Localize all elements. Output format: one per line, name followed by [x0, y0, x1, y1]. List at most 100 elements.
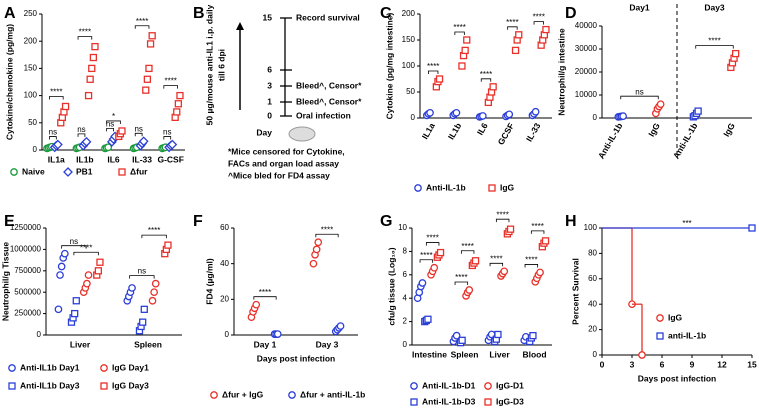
data-point [88, 64, 96, 73]
significance-label: **** [496, 210, 508, 219]
significance-bracket [480, 78, 492, 82]
significance-label: ns [106, 120, 114, 129]
event-label: Oral infection [296, 110, 351, 120]
y-tick-label: 100 [584, 223, 598, 232]
data-point [174, 100, 183, 108]
x-tick-label: IL1b [446, 121, 463, 141]
significance-bracket [134, 132, 143, 137]
data-point [91, 42, 99, 51]
y-tick-label: 100 [402, 61, 416, 70]
panel-label: A [4, 5, 16, 22]
legend-label: IgG [668, 312, 683, 322]
significance-bracket [530, 230, 545, 234]
y-tick-label: 1000000 [10, 245, 42, 254]
data-point [418, 279, 427, 287]
data-point [128, 284, 136, 292]
legend-marker [656, 332, 664, 340]
data-point [471, 257, 480, 265]
significance-bracket [106, 120, 121, 124]
event-label: Bleed^, Censor* [296, 96, 362, 106]
data-point [542, 25, 550, 34]
day-axis-label: Day [256, 127, 272, 137]
y-tick-label: 40000 [575, 21, 598, 30]
x-tick-label: IL6 [107, 154, 120, 164]
data-point [506, 225, 515, 233]
legend-label: IgG Day3 [112, 380, 149, 390]
data-point [148, 32, 156, 40]
x-tick-label: Blood [522, 349, 546, 359]
data-point [458, 62, 466, 70]
legend-marker [484, 382, 492, 390]
data-point [309, 259, 318, 268]
note: *Mice censored for Cytokine, [228, 146, 345, 156]
data-point [529, 331, 537, 340]
x-tick-label: IgG [646, 121, 662, 139]
legend-marker [8, 382, 16, 390]
y-axis-label: cfu/g tissue (Log₁₀) [386, 247, 396, 325]
day-label: 1 [267, 96, 272, 106]
legend-label: anti-IL-1b [668, 330, 706, 340]
significance-bracket [428, 70, 439, 74]
significance-bracket [695, 45, 734, 49]
legend-marker [10, 168, 18, 176]
x-tick-label: IL1b [76, 154, 93, 164]
significance-bracket [620, 95, 659, 100]
data-point [52, 139, 63, 150]
legend-marker [100, 382, 108, 390]
legend-marker [100, 364, 108, 372]
significance-label: *** [682, 219, 691, 228]
data-point [143, 75, 152, 83]
treatment-label: till 6 dpi [216, 49, 226, 81]
survival-point [748, 224, 756, 232]
legend-label: Δfur + anti-IL-1b [300, 389, 365, 399]
y-tick-label: 8 [403, 247, 408, 256]
x-tick-label: Intestine [412, 349, 447, 359]
significance-bracket [253, 296, 277, 300]
x-tick-label: Day 1 [254, 339, 277, 349]
data-point [500, 267, 509, 276]
significance-bracket [49, 96, 64, 100]
y-tick-label: 20 [588, 325, 597, 334]
x-tick-label: Liver [70, 339, 91, 349]
significance-label: **** [50, 88, 62, 97]
x-tick-label: Anti-IL-1b [671, 121, 699, 160]
data-point [176, 91, 184, 100]
significance-label: **** [453, 23, 465, 32]
significance-bracket [163, 85, 178, 89]
data-point [461, 46, 469, 55]
event-label: Bleed^, Censor* [296, 80, 362, 90]
y-tick-label: 1250000 [10, 223, 42, 232]
significance-label: **** [259, 288, 271, 297]
data-point [314, 238, 323, 247]
y-axis-label: Cytokine/chemokine (pg/mg) [4, 24, 14, 140]
significance-bracket [129, 275, 155, 279]
y-axis-label: Neutrophil/g intestine [556, 28, 566, 116]
significance-label: **** [461, 242, 473, 251]
data-point [465, 286, 474, 294]
significance-label: **** [420, 251, 432, 260]
group-header: Day3 [704, 2, 725, 12]
legend-marker [488, 184, 496, 192]
y-tick-label: 0 [411, 113, 416, 122]
data-point [84, 91, 93, 100]
significance-label: **** [506, 18, 518, 27]
data-point [430, 263, 439, 272]
data-point [273, 330, 282, 338]
significance-bracket [533, 21, 544, 25]
x-tick-label: Spleen [134, 339, 162, 349]
y-tick-label: 150 [24, 64, 38, 73]
legend-label: Δfur + IgG [222, 389, 264, 399]
legend-label: Naive [22, 166, 45, 176]
data-point [515, 31, 523, 39]
data-point [142, 86, 150, 94]
significance-bracket [454, 281, 469, 286]
data-point [656, 100, 665, 109]
x-tick-label: Anti-IL-1b [596, 121, 624, 160]
y-axis-label: Cytokine (pg/mg intestine) [384, 12, 394, 119]
legend-marker [210, 391, 218, 399]
data-point [94, 267, 103, 275]
data-point [164, 241, 172, 249]
significance-label: ns [49, 128, 57, 137]
legend-marker [118, 168, 126, 176]
legend-label: IgG-D3 [496, 396, 524, 406]
